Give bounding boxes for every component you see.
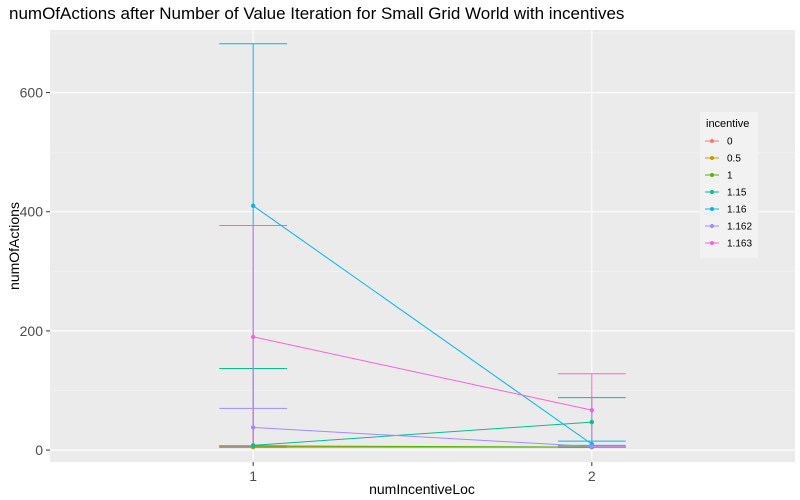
data-point <box>589 419 595 425</box>
y-tick-label: 400 <box>20 204 44 220</box>
series-line <box>253 445 592 448</box>
legend-label: 0 <box>727 137 733 148</box>
y-tick-label: 0 <box>35 442 43 458</box>
plot-panel <box>50 30 795 462</box>
y-tick-label: 200 <box>20 323 44 339</box>
legend-label: 0.5 <box>727 154 741 165</box>
series-line <box>253 336 592 411</box>
data-point <box>250 425 256 430</box>
legend: incentive 0 0.5 1 1.15 1.16 1.162 1.163 <box>700 112 758 258</box>
legend-label: 1.163 <box>727 239 752 250</box>
x-axis-title: numIncentiveLoc <box>369 481 475 497</box>
legend-box <box>700 112 758 258</box>
y-axis-title: numOfActions <box>6 202 22 290</box>
legend-label: 1.15 <box>727 188 747 199</box>
axis-layer: 0 200 400 600 1 2 <box>20 85 596 484</box>
legend-key-point <box>710 207 714 211</box>
data-point <box>589 444 595 449</box>
chart-title: numOfActions after Number of Value Itera… <box>9 4 625 23</box>
y-tick-label: 600 <box>20 85 44 101</box>
x-tick-label: 2 <box>588 468 596 484</box>
legend-key-point <box>710 156 714 160</box>
legend-title: incentive <box>706 118 749 130</box>
legend-key-point <box>710 241 714 245</box>
series-line <box>253 421 592 446</box>
data-point <box>589 407 595 413</box>
legend-label: 1.162 <box>727 222 752 233</box>
legend-key-point <box>710 224 714 228</box>
line-layer <box>252 205 593 448</box>
legend-key-point <box>710 173 714 177</box>
series-line <box>252 205 593 445</box>
legend-key-point <box>710 190 714 194</box>
point-layer <box>250 203 595 450</box>
legend-label: 1 <box>727 171 733 182</box>
data-point <box>250 443 256 448</box>
legend-label: 1.16 <box>727 205 747 216</box>
x-tick-label: 1 <box>249 468 257 484</box>
data-point <box>250 203 256 208</box>
series-line <box>253 426 592 448</box>
legend-key-point <box>710 139 714 143</box>
data-point <box>250 334 256 340</box>
